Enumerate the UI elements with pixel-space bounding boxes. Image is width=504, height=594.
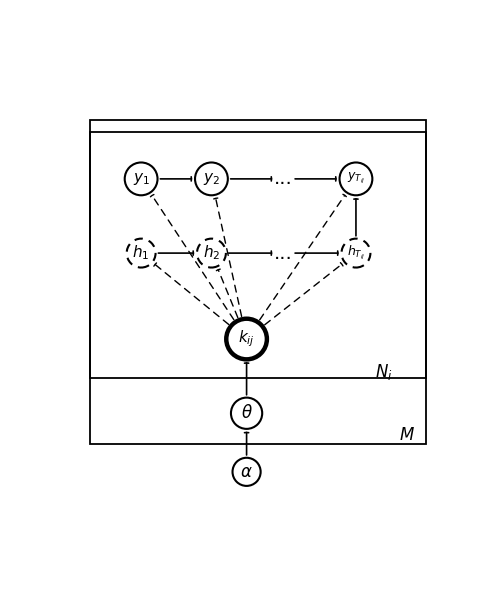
Text: $\alpha$: $\alpha$ — [240, 463, 253, 481]
Text: $M$: $M$ — [399, 426, 415, 444]
Circle shape — [195, 163, 228, 195]
Text: $h_1$: $h_1$ — [133, 244, 150, 263]
Text: $k_{ij}$: $k_{ij}$ — [238, 328, 255, 349]
Text: $y_1$: $y_1$ — [133, 171, 150, 187]
Text: $y_2$: $y_2$ — [203, 171, 220, 187]
Text: ...: ... — [274, 244, 293, 263]
Circle shape — [232, 458, 261, 486]
Circle shape — [226, 319, 267, 359]
Text: $N_i$: $N_i$ — [375, 362, 393, 382]
Circle shape — [127, 239, 156, 267]
Circle shape — [340, 163, 372, 195]
Text: $\theta$: $\theta$ — [240, 405, 253, 422]
Circle shape — [124, 163, 158, 195]
Text: $h_2$: $h_2$ — [203, 244, 220, 263]
Circle shape — [231, 397, 262, 429]
Text: $h_{T_{ij}}$: $h_{T_{ij}}$ — [347, 244, 365, 262]
Circle shape — [197, 239, 226, 267]
Circle shape — [342, 239, 370, 267]
Text: $y_{T_{ij}}$: $y_{T_{ij}}$ — [347, 171, 365, 187]
Text: ...: ... — [274, 169, 293, 188]
